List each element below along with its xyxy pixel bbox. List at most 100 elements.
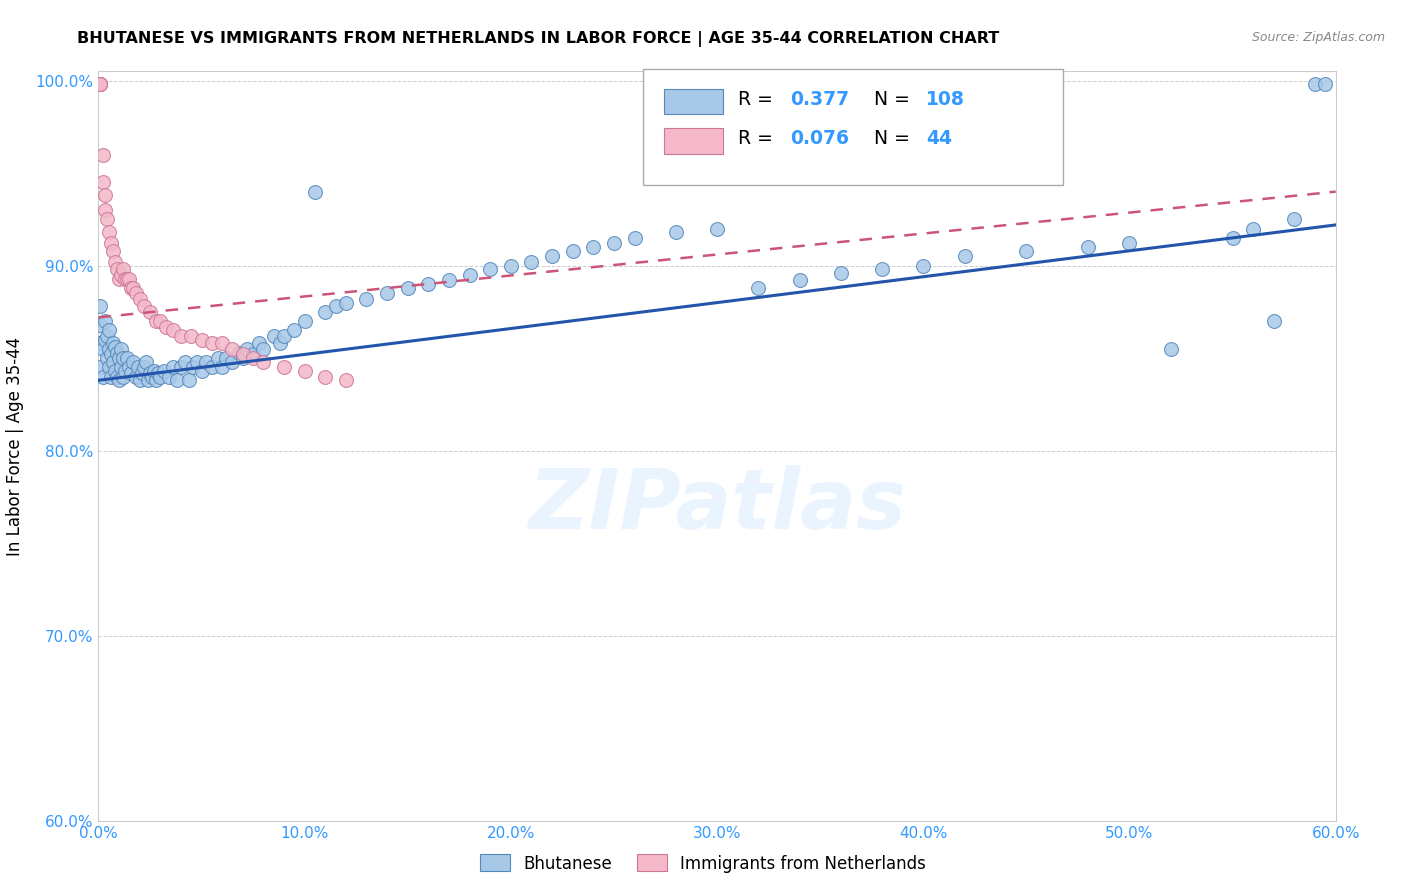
Text: N =: N =	[875, 89, 917, 109]
Point	[104, 255, 127, 269]
Point	[242, 351, 264, 365]
Point	[953, 249, 976, 263]
Point	[105, 262, 128, 277]
Point	[101, 355, 124, 369]
Point	[232, 347, 254, 361]
Point	[283, 323, 305, 337]
Point	[128, 292, 150, 306]
Point	[1222, 231, 1244, 245]
Text: 44: 44	[927, 129, 952, 148]
Point	[201, 360, 224, 375]
Point	[96, 351, 118, 365]
Point	[120, 281, 142, 295]
Point	[112, 262, 135, 277]
Point	[149, 369, 172, 384]
Y-axis label: In Labor Force | Age 35-44: In Labor Force | Age 35-44	[7, 336, 24, 556]
Point	[870, 262, 893, 277]
Text: 0.377: 0.377	[790, 89, 849, 109]
Point	[118, 271, 141, 285]
Point	[89, 78, 111, 92]
Text: R =: R =	[738, 89, 779, 109]
Point	[520, 255, 543, 269]
Point	[97, 342, 120, 356]
Point	[375, 286, 398, 301]
Point	[582, 240, 605, 254]
Point	[314, 369, 336, 384]
Point	[108, 271, 131, 285]
Point	[117, 351, 139, 365]
Point	[437, 273, 460, 287]
Point	[112, 351, 135, 365]
Point	[789, 273, 811, 287]
Point	[141, 369, 163, 384]
Point	[190, 364, 212, 378]
Point	[396, 281, 419, 295]
Point	[89, 336, 111, 351]
Point	[136, 373, 159, 387]
Point	[155, 319, 177, 334]
Point	[97, 323, 120, 337]
Text: N =: N =	[875, 129, 917, 148]
Point	[122, 281, 145, 295]
Point	[263, 329, 285, 343]
Point	[89, 78, 111, 92]
Point	[122, 355, 145, 369]
Point	[458, 268, 481, 282]
Point	[1241, 221, 1264, 235]
Point	[110, 268, 132, 282]
Point	[541, 249, 564, 263]
Point	[91, 342, 114, 356]
Point	[89, 78, 111, 92]
Point	[1303, 78, 1326, 92]
Point	[114, 271, 136, 285]
Point	[149, 314, 172, 328]
Point	[139, 305, 162, 319]
Text: R =: R =	[738, 129, 779, 148]
Point	[211, 360, 233, 375]
Point	[830, 266, 852, 280]
Point	[561, 244, 583, 258]
Point	[228, 345, 250, 359]
Point	[166, 373, 188, 387]
Point	[101, 336, 124, 351]
Point	[706, 221, 728, 235]
Point	[89, 299, 111, 313]
Point	[91, 175, 114, 189]
Text: 0.076: 0.076	[790, 129, 849, 148]
Point	[89, 78, 111, 92]
Point	[91, 147, 114, 161]
Point	[93, 203, 115, 218]
Point	[105, 345, 128, 359]
Point	[128, 373, 150, 387]
Point	[294, 364, 316, 378]
Point	[114, 364, 136, 378]
Point	[143, 364, 166, 378]
Point	[124, 369, 146, 384]
Point	[124, 286, 146, 301]
Point	[145, 373, 167, 387]
Point	[252, 342, 274, 356]
Point	[117, 271, 139, 285]
Point	[1015, 244, 1038, 258]
Point	[232, 351, 254, 365]
Point	[145, 314, 167, 328]
Point	[180, 329, 202, 343]
Point	[215, 351, 238, 365]
Point	[97, 360, 120, 375]
Point	[499, 259, 522, 273]
Point	[132, 299, 155, 313]
Point	[148, 366, 170, 380]
Point	[108, 373, 131, 387]
Point	[1118, 236, 1140, 251]
FancyBboxPatch shape	[643, 69, 1063, 186]
Point	[89, 318, 111, 332]
Point	[1160, 342, 1182, 356]
Point	[170, 329, 193, 343]
Point	[665, 225, 688, 239]
Point	[131, 366, 153, 380]
Point	[190, 333, 212, 347]
Point	[247, 336, 270, 351]
Point	[112, 369, 135, 384]
Point	[325, 299, 347, 313]
Point	[186, 355, 208, 369]
